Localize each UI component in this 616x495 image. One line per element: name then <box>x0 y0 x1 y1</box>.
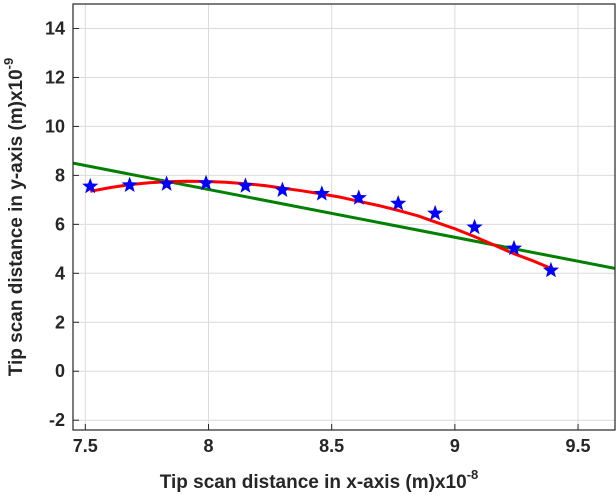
y-axis-label-exponent: -9 <box>1 58 16 70</box>
y-tick-label: 0 <box>55 361 65 381</box>
x-tick-label: 8.5 <box>319 436 344 456</box>
plot-frame <box>72 3 616 431</box>
y-tick-label: 14 <box>45 18 65 38</box>
data-point-star <box>427 204 444 221</box>
x-tick-label: 8 <box>203 436 213 456</box>
y-tick-label: 2 <box>55 312 65 332</box>
data-point-star <box>542 261 560 278</box>
x-tick-label: 9 <box>450 436 460 456</box>
y-axis-label-text: Tip scan distance in y-axis (m)x10 <box>6 69 27 376</box>
data-point-star <box>313 185 330 201</box>
grid <box>73 4 615 430</box>
x-tick-label: 7.5 <box>73 436 98 456</box>
y-tick-label: 8 <box>55 165 65 185</box>
data-point-star <box>350 189 367 205</box>
y-tick-label: -2 <box>49 410 65 430</box>
y-tick-label: 12 <box>45 67 65 87</box>
data-point-star <box>197 174 215 191</box>
y-tick-label: 4 <box>55 263 65 283</box>
data-point-star <box>237 177 254 193</box>
data-point-star <box>274 181 291 197</box>
data-point-star <box>82 177 99 194</box>
y-tick-label: 6 <box>55 214 65 234</box>
data-point-star <box>121 176 138 193</box>
data-point-star <box>466 218 483 235</box>
data-point-star <box>158 175 175 191</box>
y-axis-label: Tip scan distance in y-axis (m)x10-9 <box>1 58 27 377</box>
x-tick-label: 9.5 <box>566 436 591 456</box>
x-axis-label: Tip scan distance in x-axis (m)x10-8 <box>160 467 479 493</box>
data-point-star <box>505 239 523 256</box>
x-axis-label-exponent: -8 <box>467 467 479 482</box>
x-axis-label-text: Tip scan distance in x-axis (m)x10 <box>160 472 467 493</box>
data-point-star <box>390 195 407 211</box>
ticks: 7.5 8 8.5 9 9.5 -2 0 2 4 6 8 10 12 14 <box>45 18 591 456</box>
y-tick-label: 10 <box>45 116 65 136</box>
series-layer <box>73 161 615 278</box>
